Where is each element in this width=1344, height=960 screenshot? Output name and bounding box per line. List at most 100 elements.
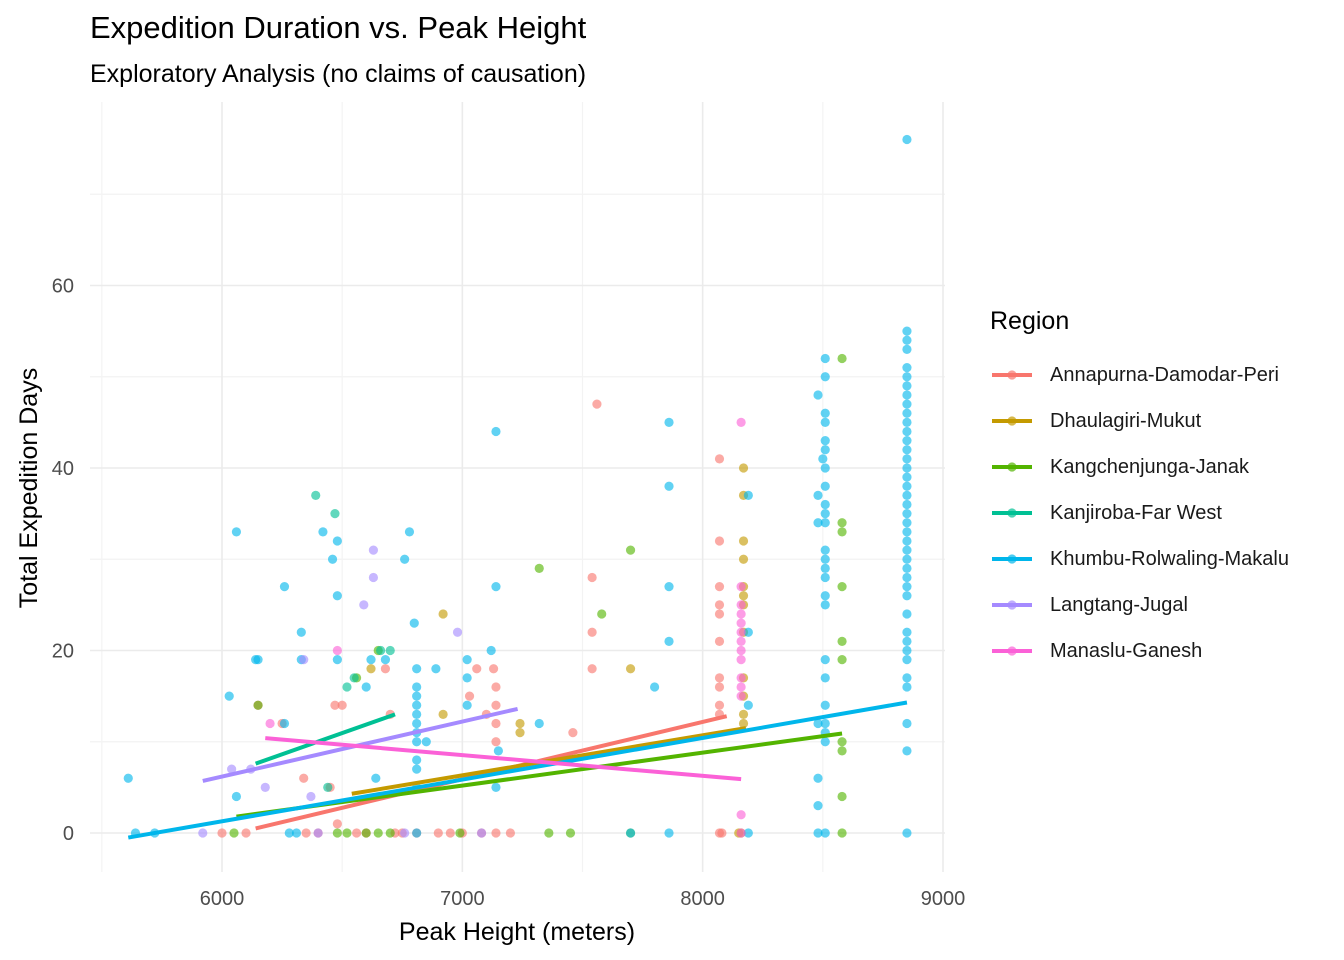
legend-item: Kanjiroba-Far West [988,490,1289,536]
data-point [412,691,422,701]
data-point [412,718,422,729]
series-points [265,417,746,838]
data-point [820,545,830,555]
data-point [902,436,912,446]
data-point [820,353,830,364]
data-point [400,828,410,838]
data-point [664,481,674,491]
data-point [421,737,431,747]
data-point [902,718,912,729]
data-point [306,791,316,802]
y-tick-label: 20 [52,641,74,663]
data-point [902,134,912,145]
data-point [412,709,422,719]
data-point [738,463,749,473]
data-point [902,472,912,482]
data-point [820,463,830,473]
y-axis-ticks: 0 20 40 60 [52,276,74,846]
data-point [342,682,352,692]
data-point [820,518,830,528]
data-point [736,627,746,637]
data-point [361,682,371,692]
legend-item: Kangchenjunga-Janak [988,444,1289,490]
data-point [902,463,912,473]
x-tick-label: 6000 [200,888,245,910]
data-point [313,828,323,838]
data-point [902,335,912,345]
data-point [813,718,823,729]
data-point [820,372,830,382]
data-point [464,691,475,701]
data-point [534,563,544,573]
data-point [412,664,422,674]
data-point [491,737,501,747]
data-point [412,764,422,774]
data-point [902,545,912,555]
data-point [330,700,340,710]
data-point [820,436,830,446]
data-point [820,481,830,491]
data-point [253,655,263,665]
data-point [902,499,912,510]
data-point [714,454,725,464]
data-point [820,600,830,610]
legend-key [992,646,1032,656]
data-point [902,673,912,683]
chart-title: Expedition Duration vs. Peak Height [90,10,587,45]
data-point [253,700,263,710]
data-point [743,828,753,838]
legend-key [992,600,1032,610]
data-point [491,828,501,838]
data-point [902,481,912,491]
data-point [902,554,912,564]
data-point [820,737,830,747]
data-point [813,390,823,400]
data-point [736,691,746,701]
data-point [404,527,415,537]
data-point [515,718,525,729]
data-point [902,490,912,500]
legend-key-point [1007,646,1017,656]
data-point [813,828,823,838]
data-point [902,445,912,455]
data-point [366,664,376,674]
data-point [820,591,830,601]
legend-key [992,554,1032,564]
data-point [488,664,499,674]
data-point [198,828,208,838]
data-point [332,828,342,838]
legend-item: Langtang-Jugal [988,582,1289,628]
data-point [491,700,501,710]
data-point [380,664,391,674]
data-point [400,554,410,564]
data-point [820,563,830,573]
x-tick-label: 9000 [921,888,966,910]
data-point [217,828,227,838]
data-point [412,755,422,765]
data-point [366,655,376,665]
data-point [650,682,660,692]
legend-label: Kangchenjunga-Janak [1050,455,1250,478]
data-point [902,536,912,546]
y-axis-label: Total Expedition Days [15,368,43,608]
data-point [820,828,830,838]
y-tick-label: 0 [63,823,74,845]
data-point [902,582,912,592]
data-point [438,709,448,719]
data-point [505,828,515,838]
y-tick-label: 40 [52,458,74,480]
data-point [902,828,912,838]
data-point [445,828,455,838]
data-point [371,773,381,783]
y-tick-label: 60 [52,276,74,298]
data-point [299,655,309,665]
legend-item: Manaslu-Ganesh [988,628,1289,674]
data-point [813,518,823,528]
data-point [902,390,912,400]
data-point [330,509,340,519]
data-point [837,527,847,537]
data-point [431,664,441,674]
data-point [820,655,830,665]
data-point [491,426,501,437]
